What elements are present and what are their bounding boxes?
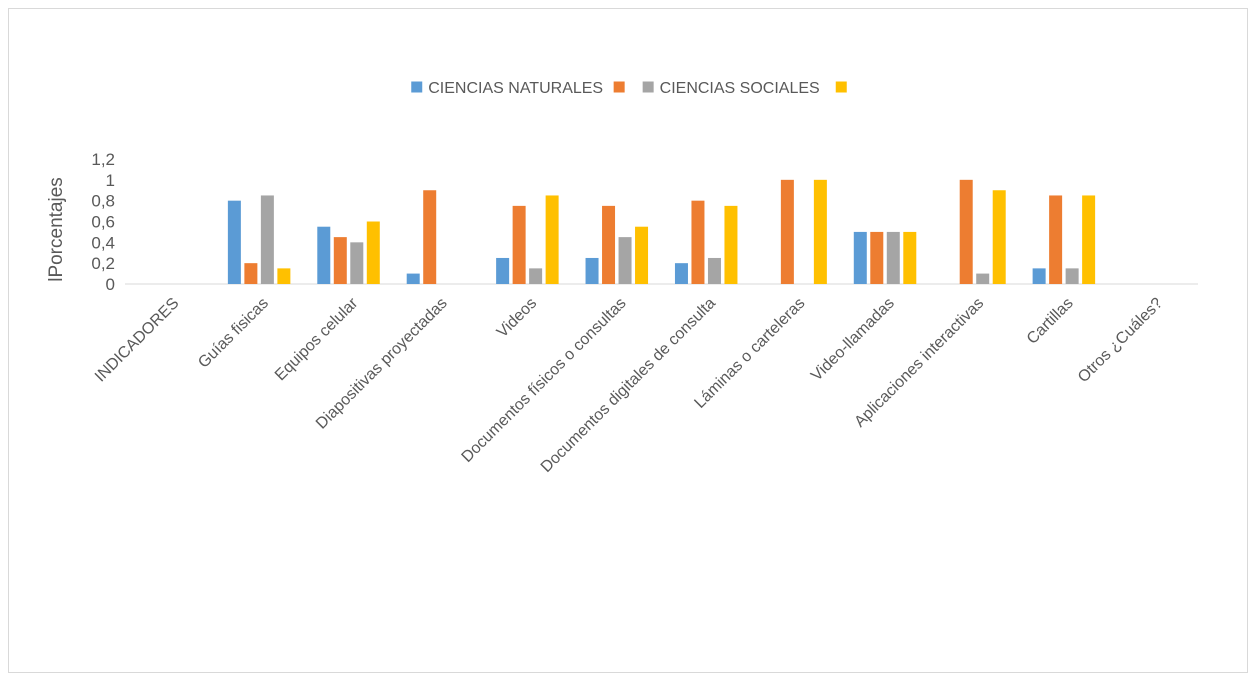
bar [674, 263, 688, 284]
y-tick-label: 1 [106, 171, 115, 190]
bar [903, 231, 917, 284]
chart-frame [8, 8, 1248, 673]
x-tick-label: Otros ¿Cuáles? [1075, 295, 1166, 386]
bar [317, 226, 331, 284]
y-tick-label: 0,4 [91, 233, 115, 252]
y-tick-label: 0,2 [91, 254, 115, 273]
bar [635, 226, 649, 284]
bar [724, 205, 738, 284]
y-tick-label: 1,2 [91, 150, 115, 169]
bar [707, 257, 721, 284]
bar [244, 263, 258, 284]
bar [691, 200, 705, 284]
bar [959, 179, 973, 284]
bar [333, 237, 347, 284]
bar [512, 205, 526, 284]
x-tick-label: Video-llamadas [808, 295, 898, 385]
legend-swatch [642, 81, 654, 93]
legend-label: CIENCIAS SOCIALES [660, 80, 820, 97]
bar [366, 221, 380, 284]
bar [227, 200, 241, 284]
y-tick-label: 0,6 [91, 213, 115, 232]
bar [1032, 268, 1046, 284]
bar [545, 195, 559, 284]
bar [529, 268, 543, 284]
bar [976, 273, 990, 284]
bar [1049, 195, 1063, 284]
x-tick-label: Documentos físicos o consultas [459, 295, 630, 466]
y-axis-label: lPorcentajes [46, 177, 67, 282]
x-tick-label: Videos [494, 295, 540, 341]
y-tick-label: 0 [106, 275, 115, 294]
legend-label: CIENCIAS NATURALES [428, 80, 603, 97]
x-tick-label: Documentos digitales de consulta [538, 295, 719, 476]
bar [870, 231, 884, 284]
y-tick-label: 0,8 [91, 192, 115, 211]
x-tick-label: Guías fisicas [195, 295, 272, 372]
bar [992, 190, 1006, 284]
x-tick-label: Cartillas [1024, 295, 1077, 348]
bar [423, 190, 437, 284]
bar [1065, 268, 1079, 284]
bar [618, 237, 632, 284]
bar [585, 257, 599, 284]
bar [853, 231, 867, 284]
bar [780, 179, 794, 284]
bar [813, 179, 827, 284]
bar [602, 205, 616, 284]
bar [1082, 195, 1096, 284]
x-tick-label: INDICADORES [92, 295, 183, 386]
x-tick-label: Equipos celular [272, 294, 362, 384]
bar [277, 268, 291, 284]
bar [350, 242, 364, 284]
legend-swatch [835, 81, 847, 93]
bar [406, 273, 420, 284]
bar [260, 195, 274, 284]
legend-swatch [613, 81, 625, 93]
bar [496, 257, 510, 284]
legend-swatch [411, 81, 423, 93]
bar [886, 231, 900, 284]
